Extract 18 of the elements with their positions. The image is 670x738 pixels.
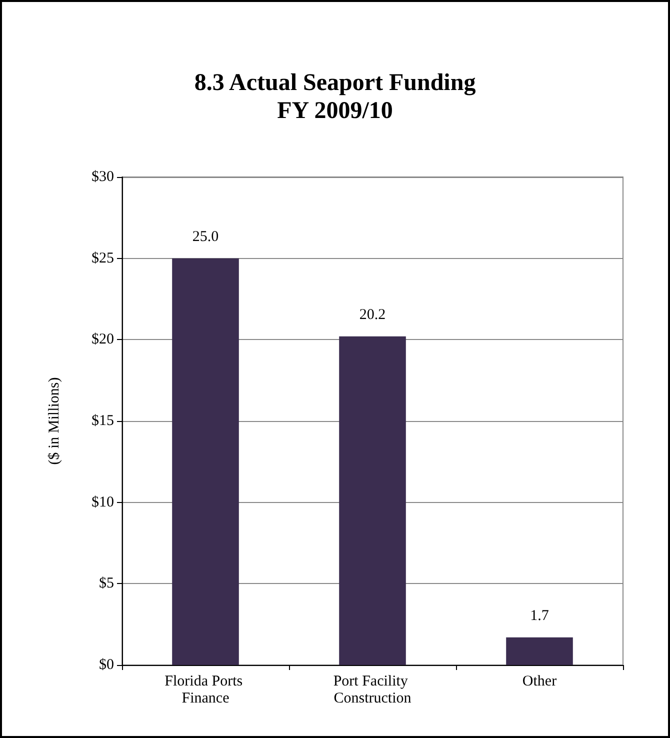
data-label: 1.7 xyxy=(530,608,550,624)
data-label: 20.2 xyxy=(359,306,386,323)
chart-title: 8.3 Actual Seaport Funding FY 2009/10 xyxy=(194,70,476,124)
y-tick-label: $30 xyxy=(92,169,114,185)
y-tick-label: $20 xyxy=(92,332,114,348)
x-tick-label: Port Facility Construction xyxy=(333,674,412,706)
x-tick-label: Other xyxy=(522,674,557,690)
bar xyxy=(339,336,406,665)
y-tick-label: $25 xyxy=(92,250,114,266)
data-label: 25.0 xyxy=(192,228,219,245)
bar xyxy=(506,637,573,665)
bar xyxy=(172,258,239,665)
y-tick-label: $0 xyxy=(99,657,114,673)
y-tick-label: $5 xyxy=(99,576,114,592)
x-tick-label: Florida Ports Finance xyxy=(164,674,246,706)
y-axis-title: ($ in Millions) xyxy=(46,377,62,465)
y-tick-label: $10 xyxy=(92,494,114,510)
y-tick-label: $15 xyxy=(92,413,114,429)
